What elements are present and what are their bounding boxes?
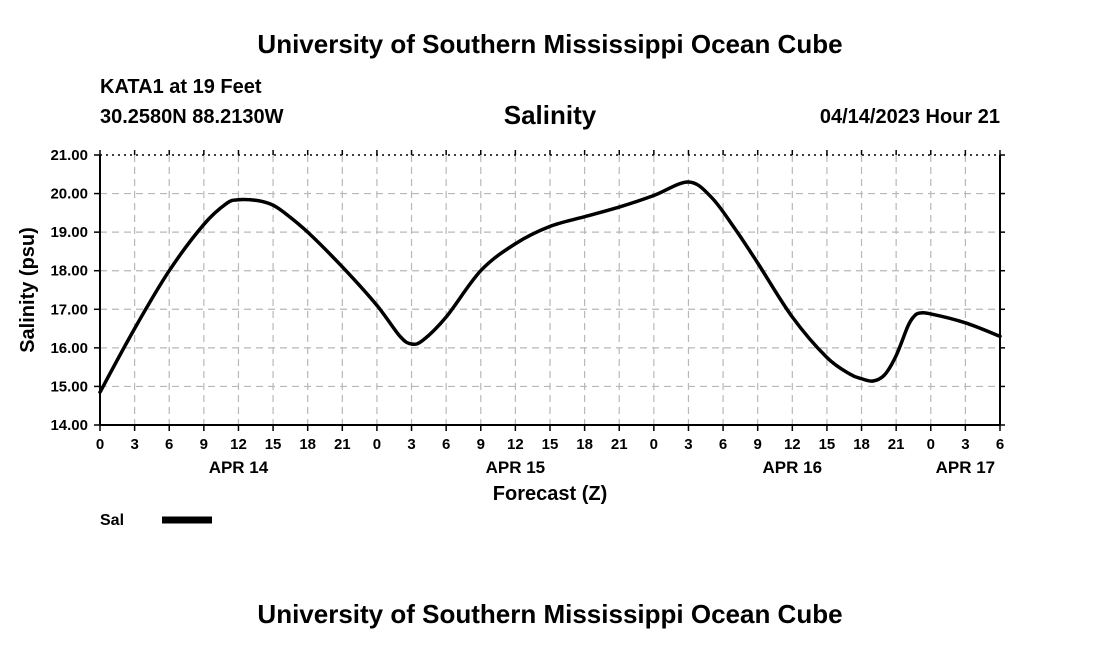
x-tick-label: 3 bbox=[407, 436, 415, 453]
x-tick-label: 15 bbox=[542, 436, 559, 453]
y-tick-label: 20.00 bbox=[50, 186, 88, 203]
y-tick-label: 14.00 bbox=[50, 417, 88, 434]
date-label: APR 15 bbox=[486, 458, 546, 477]
axes bbox=[94, 150, 1005, 431]
x-tick-label: 18 bbox=[299, 436, 316, 453]
y-tick-label: 19.00 bbox=[50, 224, 88, 241]
y-tick-label: 15.00 bbox=[50, 378, 88, 395]
x-tick-label: 6 bbox=[165, 436, 173, 453]
x-tick-label: 0 bbox=[650, 436, 658, 453]
y-tick-label: 18.00 bbox=[50, 263, 88, 280]
x-tick-label: 21 bbox=[611, 436, 628, 453]
x-tick-label: 21 bbox=[888, 436, 905, 453]
x-tick-label: 3 bbox=[684, 436, 692, 453]
date-label: APR 14 bbox=[209, 458, 269, 477]
footer-title: University of Southern Mississippi Ocean… bbox=[257, 599, 843, 629]
tick-labels: 0 3 6 9 12 15 18 21 0 3 6 9 12 15 18 21 0 3 6 9 12 15 18 21 0 3 6 1… bbox=[50, 147, 1004, 477]
y-tick-label: 16.00 bbox=[50, 340, 88, 357]
y-axis-label: Salinity (psu) bbox=[17, 227, 39, 353]
x-tick-label: 6 bbox=[996, 436, 1004, 453]
x-tick-label: 18 bbox=[853, 436, 870, 453]
x-tick-label: 6 bbox=[719, 436, 727, 453]
x-tick-label: 9 bbox=[754, 436, 762, 453]
y-tick-label: 17.00 bbox=[50, 301, 88, 318]
x-tick-label: 12 bbox=[230, 436, 247, 453]
series-line-sal bbox=[98, 180, 1002, 394]
x-tick-label: 15 bbox=[819, 436, 836, 453]
x-tick-label: 6 bbox=[442, 436, 450, 453]
legend-label-sal: Sal bbox=[100, 512, 124, 529]
x-tick-label: 12 bbox=[784, 436, 801, 453]
x-tick-label: 0 bbox=[927, 436, 935, 453]
x-tick-label: 18 bbox=[576, 436, 593, 453]
station-name: KATA1 at 19 Feet bbox=[100, 76, 262, 98]
x-tick-label: 9 bbox=[200, 436, 208, 453]
x-axis-label: Forecast (Z) bbox=[493, 483, 607, 505]
x-tick-label: 9 bbox=[477, 436, 485, 453]
grid-lines bbox=[100, 154, 1000, 425]
x-tick-label: 3 bbox=[961, 436, 969, 453]
x-tick-label: 12 bbox=[507, 436, 524, 453]
y-tick-label: 21.00 bbox=[50, 147, 88, 164]
x-tick-label: 21 bbox=[334, 436, 351, 453]
legend: Sal bbox=[100, 512, 212, 529]
x-tick-label: 3 bbox=[130, 436, 138, 453]
x-tick-label: 0 bbox=[373, 436, 381, 453]
x-tick-label: 15 bbox=[265, 436, 282, 453]
date-label: APR 16 bbox=[763, 458, 823, 477]
plot-title: Salinity bbox=[503, 100, 597, 130]
series-lines bbox=[98, 180, 1002, 394]
x-tick-label: 0 bbox=[96, 436, 104, 453]
forecast-time: 04/14/2023 Hour 21 bbox=[819, 106, 1000, 128]
chart-main-title: University of Southern Mississippi Ocean… bbox=[257, 29, 843, 59]
station-coordinates: 30.2580N 88.2130W bbox=[100, 106, 284, 128]
date-label: APR 17 bbox=[936, 458, 996, 477]
